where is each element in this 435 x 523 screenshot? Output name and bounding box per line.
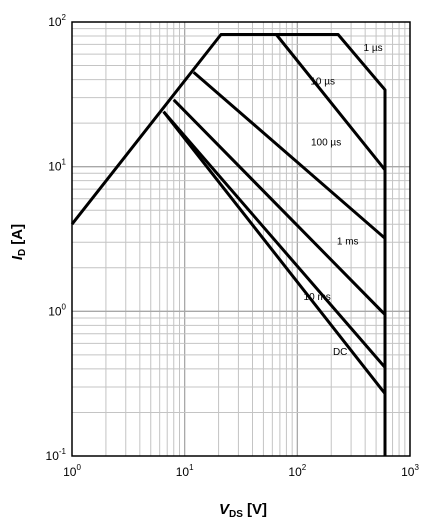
series-line (192, 71, 386, 240)
x-tick-label: 103 (401, 463, 419, 479)
y-tick-label: 10-1 (46, 447, 67, 463)
series-label: 1 µs (364, 43, 383, 54)
x-tick-label: 100 (63, 463, 81, 479)
series-line (70, 33, 387, 456)
grid-lines (72, 22, 410, 456)
curve-labels: 1 µs 10 µs 100 µs 1 ms 10 ms DC (304, 43, 383, 358)
series-line (225, 33, 387, 171)
series-label: 100 µs (311, 138, 341, 149)
x-axis-label: VDS [V] (219, 501, 267, 520)
curves (70, 33, 387, 456)
series-label: 10 ms (304, 292, 331, 303)
x-tick-label: 102 (288, 463, 306, 479)
series-line (162, 110, 387, 369)
y-tick-label: 102 (48, 13, 66, 29)
series-label: DC (333, 347, 347, 358)
series-label: 1 ms (337, 236, 359, 247)
x-tick-labels: 100 101 102 103 (63, 463, 419, 479)
series-label: 10 µs (310, 76, 335, 87)
y-tick-label: 100 (48, 302, 66, 318)
series-line (172, 98, 387, 316)
x-tick-label: 101 (176, 463, 194, 479)
y-tick-labels: 10-1 100 101 102 (46, 13, 67, 463)
y-tick-label: 101 (48, 158, 66, 174)
plot-frame (71, 21, 411, 457)
series-line (162, 110, 387, 395)
y-axis-label: ID[A] (9, 224, 28, 260)
